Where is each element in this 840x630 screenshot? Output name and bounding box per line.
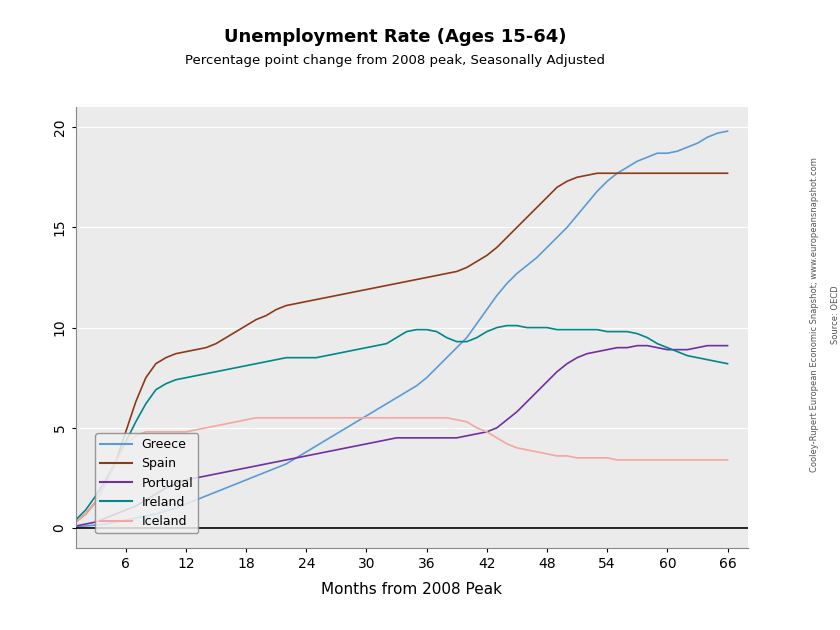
X-axis label: Months from 2008 Peak: Months from 2008 Peak [321, 582, 502, 597]
Text: Cooley-Rupert European Economic Snapshot; www.europeansnapshot.com: Cooley-Rupert European Economic Snapshot… [811, 158, 819, 472]
Text: Unemployment Rate (Ages 15-64): Unemployment Rate (Ages 15-64) [223, 28, 566, 47]
Text: Percentage point change from 2008 peak, Seasonally Adjusted: Percentage point change from 2008 peak, … [185, 54, 605, 67]
Text: Source: OECD: Source: OECD [832, 285, 840, 345]
Legend: Greece, Spain, Portugal, Ireland, Iceland: Greece, Spain, Portugal, Ireland, Icelan… [95, 433, 198, 533]
